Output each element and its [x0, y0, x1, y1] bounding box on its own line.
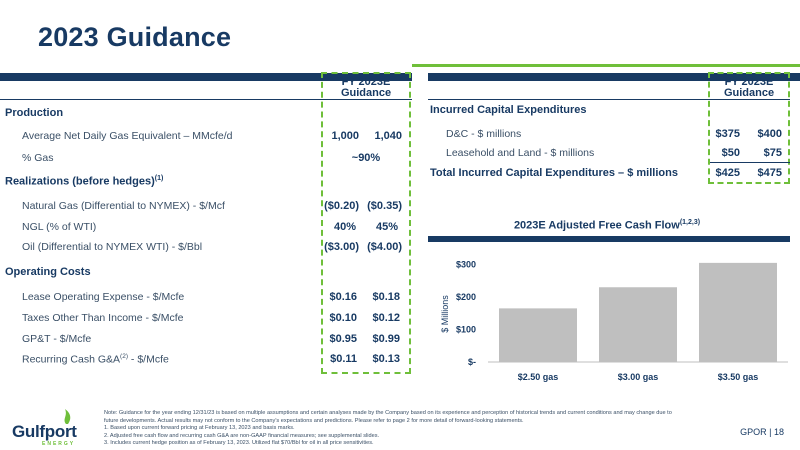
section-production: Production — [5, 107, 64, 119]
dc-high: $400 — [757, 128, 782, 140]
cash-ga-label-text: Recurring Cash G&A — [22, 353, 121, 366]
loe-high: $0.18 — [372, 291, 400, 303]
section-capex: Incurred Capital Expenditures — [430, 104, 587, 116]
chart-title-footnote: (1,2,3) — [679, 219, 701, 226]
chart-x-tick-label: $3.50 gas — [718, 372, 759, 382]
note-1: 1. Based upon current forward pricing at… — [104, 425, 295, 432]
logo-subtitle: ENERGY — [42, 441, 76, 447]
gpt-high: $0.99 — [372, 333, 400, 345]
cash-ga-label-unit: - $/Mcfe — [128, 353, 169, 366]
row-label-gas-equivalent: Average Net Daily Gas Equivalent – MMcfe… — [22, 130, 233, 142]
chart-y-tick-label: $200 — [456, 292, 476, 302]
row-label-oil: Oil (Differential to NYMEX WTI) - $/Bbl — [22, 241, 203, 253]
chart-y-tick-label: $300 — [456, 260, 476, 270]
natural-gas-high: ($0.35) — [367, 200, 402, 212]
section-realizations-footnote: (1) — [154, 175, 164, 182]
chart-title: 2023E Adjusted Free Cash Flow(1,2,3) — [430, 219, 784, 232]
total-capex-high: $475 — [757, 167, 782, 179]
ngl-high: 45% — [375, 221, 398, 233]
footnotes: Note: Guidance for the year ending 12/31… — [104, 410, 744, 448]
chart-y-tick-label: $- — [468, 357, 476, 367]
page-title: 2023 Guidance — [38, 22, 232, 52]
dc-low: $375 — [715, 128, 740, 140]
gpt-low: $0.95 — [329, 333, 357, 345]
section-realizations-label: Realizations (before hedges) — [5, 175, 155, 188]
fcf-bar-chart: $ Millions $- $100 $200 $300 $2.50 gas $3.00 … — [440, 260, 788, 382]
chart-x-tick-label: $3.00 gas — [618, 372, 659, 382]
right-guidance-highlight — [708, 72, 790, 184]
logo-flame-icon — [64, 409, 71, 424]
gas-equivalent-low: 1,000 — [331, 130, 359, 142]
page-footer: GPOR | 18 — [740, 427, 784, 437]
chart-bar — [599, 287, 677, 362]
cash-ga-footnote: (2) — [120, 353, 128, 360]
row-label-total-capex: Total Incurred Capital Expenditures – $ … — [430, 167, 678, 179]
top-accent-line — [412, 64, 800, 67]
note-3: 3. Includes current hedge position as of… — [104, 440, 374, 447]
ngl-low: 40% — [333, 221, 356, 233]
pct-gas-value: ~90% — [351, 152, 381, 164]
natural-gas-low: ($0.20) — [324, 200, 359, 212]
taxes-high: $0.12 — [372, 312, 400, 324]
left-guidance-highlight — [321, 72, 411, 374]
note-2: 2. Adjusted free cash flow and recurring… — [104, 432, 380, 439]
row-label-gpt: GP&T - $/Mcfe — [22, 333, 92, 345]
chart-title-text: 2023E Adjusted Free Cash Flow — [513, 219, 680, 232]
cash-ga-low: $0.11 — [330, 353, 357, 365]
section-operating-costs: Operating Costs — [5, 266, 91, 278]
row-label-pct-gas: % Gas — [22, 152, 54, 164]
chart-bar — [699, 262, 777, 362]
left-table-header-bar — [0, 73, 412, 81]
left-header-line2: Guidance — [340, 87, 392, 99]
leasehold-high: $75 — [763, 147, 782, 159]
row-label-dc: D&C - $ millions — [446, 128, 522, 140]
oil-low: ($3.00) — [324, 241, 359, 253]
chart-x-tick-label: $2.50 gas — [518, 372, 559, 382]
right-header-line2: Guidance — [723, 87, 775, 99]
oil-high: ($4.00) — [367, 241, 402, 253]
row-label-natural-gas: Natural Gas (Differential to NYMEX) - $/… — [22, 200, 225, 212]
chart-y-tick-label: $100 — [456, 325, 476, 335]
cash-ga-high: $0.13 — [372, 353, 400, 365]
note-main-1: Note: Guidance for the year ending 12/31… — [104, 410, 672, 416]
right-header-line1: FY 2023E — [724, 76, 774, 88]
chart-y-axis-label: $ Millions — [440, 295, 450, 333]
left-header-underline — [0, 99, 412, 100]
loe-low: $0.16 — [329, 291, 357, 303]
logo-wordmark: Gulfport — [12, 422, 77, 441]
row-label-taxes: Taxes Other Than Income - $/Mcfe — [22, 312, 184, 324]
total-rule — [710, 162, 790, 163]
right-table-header-bar — [428, 73, 800, 81]
right-header-underline — [428, 99, 790, 100]
leasehold-low: $50 — [721, 147, 740, 159]
row-label-leasehold: Leasehold and Land - $ millions — [446, 147, 595, 159]
chart-header-rule — [428, 236, 790, 242]
chart-bar — [499, 308, 577, 362]
row-label-loe: Lease Operating Expense - $/Mcfe — [22, 291, 185, 303]
taxes-low: $0.10 — [329, 312, 357, 324]
left-header-line1: FY 2023E — [341, 76, 391, 88]
row-label-ngl: NGL (% of WTI) — [22, 221, 97, 233]
note-main-2: future developments. Actual results may … — [104, 417, 524, 424]
section-realizations: Realizations (before hedges)(1) — [5, 175, 163, 188]
total-capex-low: $425 — [715, 167, 740, 179]
gas-equivalent-high: 1,040 — [374, 130, 402, 142]
row-label-cash-ga: Recurring Cash G&A(2) - $/Mcfe — [22, 353, 169, 366]
